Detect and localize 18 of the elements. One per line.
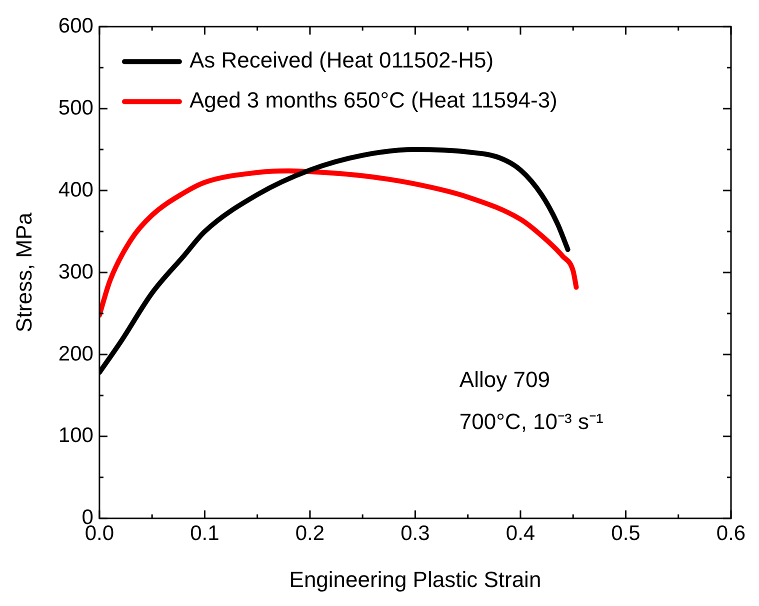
x-tick-label: 0.5 <box>611 522 640 545</box>
x-tick-label: 0.6 <box>716 522 746 545</box>
y-axis-title: Stress, MPa <box>11 212 36 332</box>
annotation: Alloy 709 <box>459 366 550 392</box>
x-axis-title: Engineering Plastic Strain <box>289 566 542 592</box>
x-tick-label: 0.4 <box>506 522 536 545</box>
y-tick-label: 500 <box>58 96 94 120</box>
y-tick-label: 100 <box>58 424 94 448</box>
y-tick-label: 600 <box>58 14 94 38</box>
y-tick-label: 300 <box>58 260 94 284</box>
legend-label: As Received (Heat 011502-H5) <box>189 48 494 73</box>
x-tick-label: 0.3 <box>400 522 430 545</box>
annotation: 700°C, 10⁻³ s⁻¹ <box>459 408 604 434</box>
x-tick-label: 0.2 <box>295 522 325 545</box>
y-tick-label: 200 <box>58 342 94 366</box>
legend-label: Aged 3 months 650°C (Heat 11594-3) <box>189 88 558 113</box>
x-tick-label: 0.1 <box>190 522 220 545</box>
y-tick-label: 400 <box>58 178 94 202</box>
